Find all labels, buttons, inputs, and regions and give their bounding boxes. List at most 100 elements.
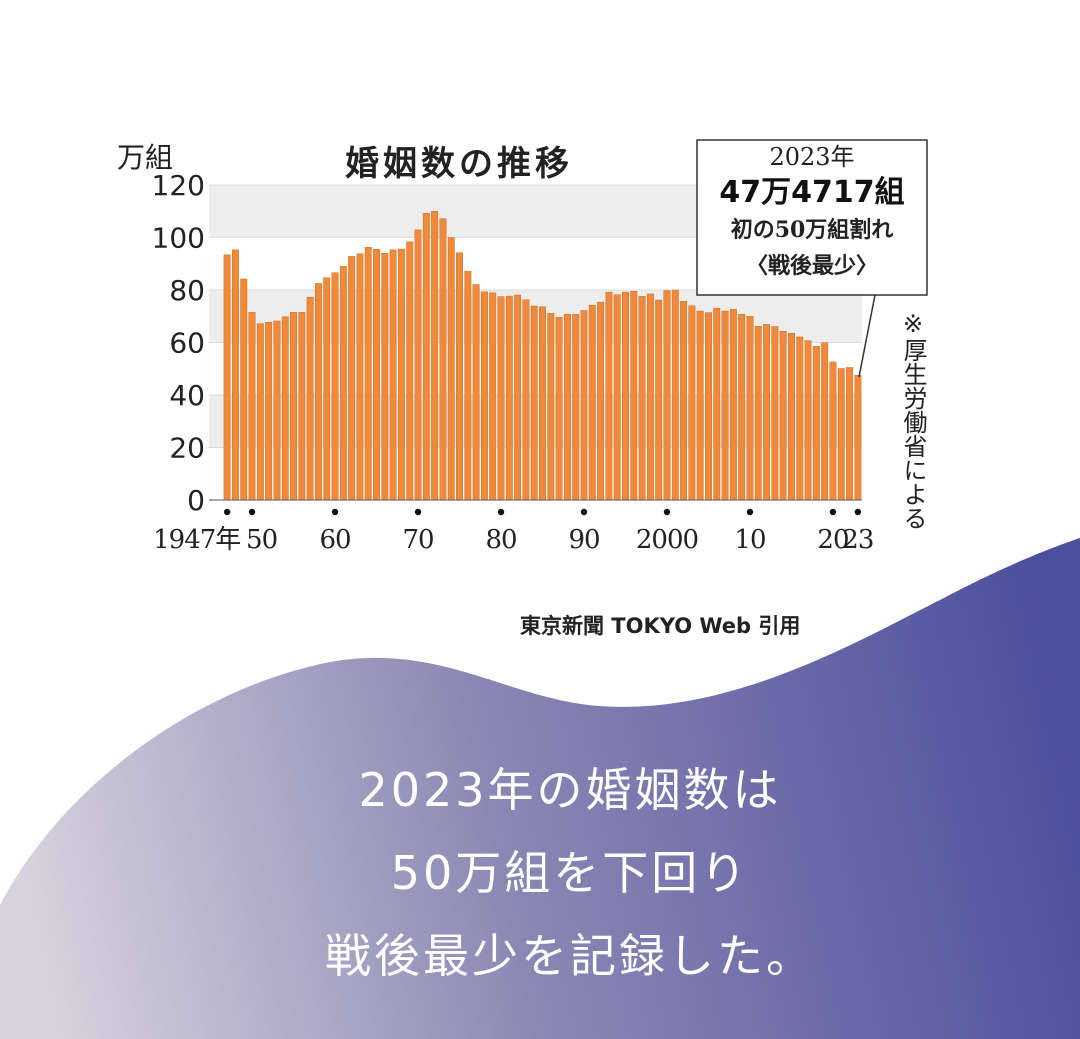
bar-1969 (406, 241, 414, 501)
bar-2019 (821, 342, 829, 501)
bar-1981 (505, 295, 513, 501)
annotation-year: 2023年 (769, 143, 854, 171)
bar-2005 (705, 312, 712, 501)
bar-1962 (348, 256, 356, 501)
bar-2020 (829, 361, 837, 501)
bar-1964 (364, 247, 372, 501)
x-tick-dot (248, 508, 256, 516)
bar-1960 (331, 272, 339, 501)
x-tick-label: 50 (246, 525, 277, 555)
bar-2017 (804, 340, 812, 501)
y-tick-label: 60 (169, 327, 205, 360)
x-tick-dot (854, 508, 862, 516)
bar-2008 (729, 309, 737, 501)
bar-2004 (696, 310, 704, 501)
bar-1952 (265, 322, 273, 501)
x-tick-dot (580, 508, 588, 516)
x-tick-label: 60 (319, 525, 350, 555)
x-tick-label: 90 (568, 525, 599, 555)
bar-2021 (837, 368, 845, 501)
x-tick-label: 10 (734, 525, 765, 555)
bar-2010 (746, 316, 754, 501)
bar-2002 (680, 301, 688, 501)
bar-1990 (580, 310, 588, 501)
bar-2007 (721, 310, 729, 501)
bar-2006 (713, 307, 721, 501)
x-tick-label: 23 (842, 525, 873, 555)
caption-line-2: 50万組を下回り (390, 846, 750, 900)
y-tick-label: 100 (152, 222, 205, 255)
bar-2014 (779, 331, 787, 501)
annotation-note: 初の50万組割れ (731, 217, 894, 243)
caption-line-3: 戦後最少を記録した。 (325, 929, 815, 983)
bar-2000 (663, 290, 671, 501)
bar-1980 (497, 296, 505, 501)
caption-line-1: 2023年の婚姻数は (358, 763, 782, 817)
x-tick-dot (663, 508, 671, 516)
bar-2013 (771, 326, 779, 501)
x-tick-dot (223, 508, 231, 516)
bar-2018 (812, 345, 820, 501)
y-axis-ticks: 0 20 40 60 80 100 120 (152, 169, 205, 517)
x-tick-label: 2000 (636, 525, 698, 555)
bar-1961 (339, 266, 347, 501)
bar-1989 (572, 313, 580, 501)
bar-1979 (489, 292, 497, 501)
bar-1991 (588, 305, 596, 501)
annotation-tag: 〈戦後最少〉 (746, 253, 878, 279)
bar-1986 (547, 313, 555, 501)
bar-1992 (597, 301, 605, 501)
wave-shape (0, 538, 1080, 1039)
x-tick-dot (497, 508, 505, 516)
y-tick-label: 120 (152, 169, 205, 202)
bar-1947 (223, 254, 231, 501)
bar-1970 (414, 229, 422, 501)
bar-1975 (456, 252, 463, 501)
bar-1953 (273, 320, 281, 501)
x-tick-dot (331, 508, 339, 516)
bar-1948 (232, 249, 239, 501)
bar-1958 (314, 283, 322, 501)
bar-2012 (763, 324, 771, 501)
bar-1983 (522, 299, 530, 501)
x-axis-ticks: 1947年 50 60 70 80 90 2000 10 2023 (153, 508, 874, 555)
bar-1973 (439, 218, 447, 501)
bar-2015 (788, 333, 795, 501)
x-tick-label: 1947年 (153, 525, 240, 555)
bar-1982 (514, 294, 522, 501)
bar-1959 (323, 277, 331, 501)
source-note: ※厚生労働省による (899, 310, 927, 530)
bar-1995 (622, 291, 629, 501)
bar-2011 (754, 326, 762, 501)
y-tick-label: 40 (169, 379, 205, 412)
bar-1976 (464, 270, 472, 501)
bar-1999 (655, 299, 663, 501)
chart-panel: 0 20 40 60 80 100 120 1947年 50 60 70 80 90 2000 10 20 2… (105, 115, 955, 555)
bar-2001 (671, 289, 679, 501)
bar-1967 (389, 249, 397, 501)
bar-1977 (472, 284, 480, 501)
y-axis-unit-label: 万組 (117, 141, 173, 174)
bar-1972 (431, 211, 439, 501)
bar-1994 (613, 294, 621, 501)
annotation-value: 47万4717組 (719, 175, 904, 210)
bar-1951 (256, 323, 264, 501)
bar-1985 (539, 306, 546, 501)
bar-1996 (630, 291, 638, 501)
bar-1956 (298, 312, 306, 501)
bar-1968 (397, 248, 405, 501)
y-tick-label: 20 (169, 432, 205, 465)
bar-1963 (356, 253, 364, 501)
bar-1998 (646, 293, 654, 501)
y-tick-label: 0 (187, 484, 205, 517)
x-tick-label: 80 (485, 525, 516, 555)
x-tick-dot (414, 508, 422, 516)
bar-2009 (738, 313, 746, 501)
x-tick-label: 20 (817, 525, 848, 555)
bar-1974 (447, 237, 455, 501)
bar-2023 (854, 375, 862, 501)
bar-1966 (381, 253, 389, 501)
bar-1987 (555, 317, 563, 501)
